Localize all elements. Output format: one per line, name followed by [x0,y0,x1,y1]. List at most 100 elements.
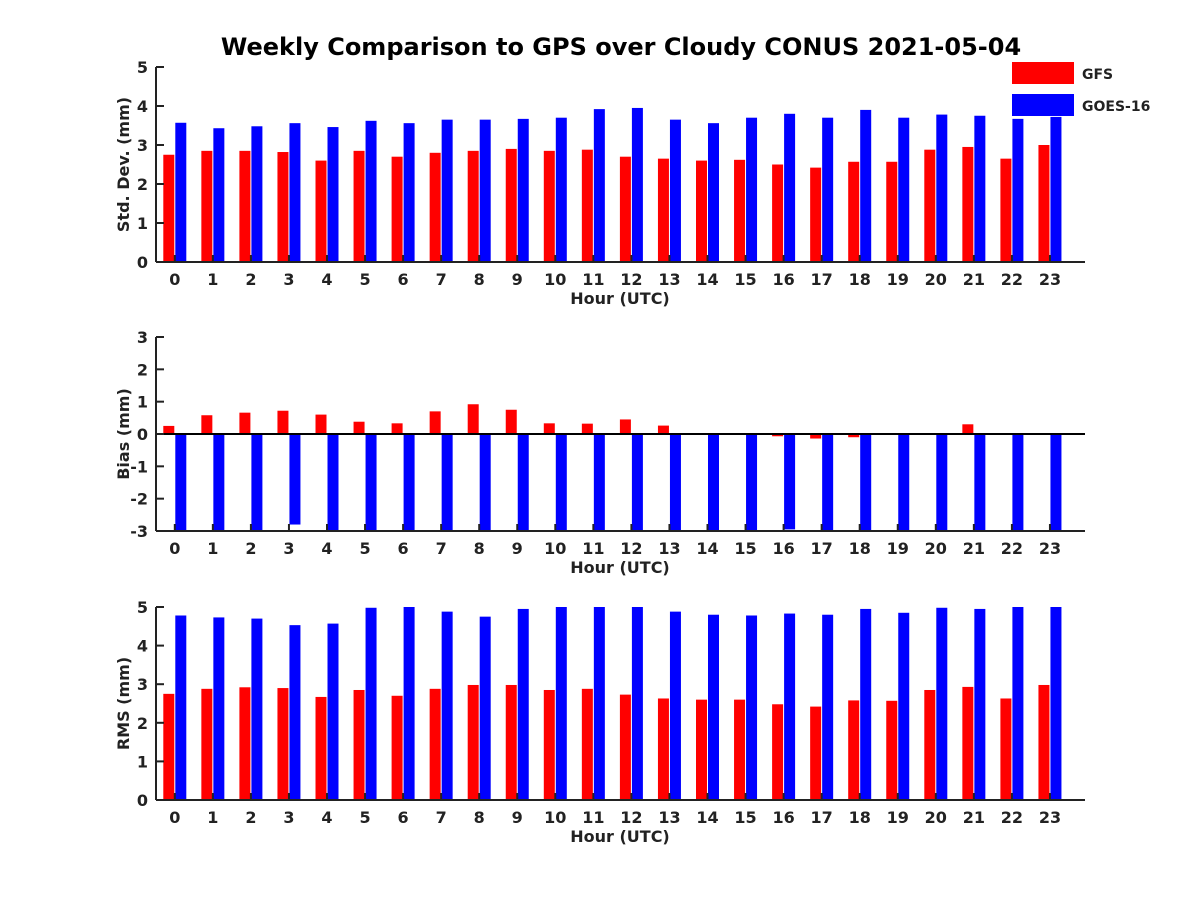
bias-bar-gfs-18 [848,434,860,438]
bias-bar-gfs-16 [772,434,784,437]
bias-ytick-label: 2 [137,360,148,379]
rms-bar-gfs-21 [962,686,974,800]
bias-ytick-label: -3 [130,522,148,541]
rms-xtick-label: 14 [696,808,718,827]
bias-bar-gfs-10 [543,423,555,434]
std-dev-bar-goes16-2 [251,126,263,262]
std-dev-xtick-label: 5 [359,270,370,289]
bias-bar-gfs-12 [619,419,631,434]
rms-xtick-label: 22 [1001,808,1023,827]
rms-bar-gfs-0 [163,693,175,800]
rms-ytick-label: 2 [137,714,148,733]
std-dev-bar-goes16-0 [175,122,187,263]
rms-xtick-label: 7 [436,808,447,827]
rms-bar-gfs-12 [619,694,631,800]
std-dev-xtick-label: 8 [474,270,485,289]
std-dev-bar-gfs-4 [315,160,327,262]
rms-bar-goes16-13 [669,611,681,800]
std-dev-bar-goes16-10 [555,117,567,262]
rms-bar-goes16-23 [1050,607,1062,800]
rms-ytick-label: 5 [137,598,148,617]
bias-xtick-label: 7 [436,539,447,558]
rms-bar-gfs-5 [353,689,365,800]
bias-xtick-label: 19 [887,539,909,558]
std-dev-ytick-label: 2 [137,175,148,194]
std-dev-xtick-label: 10 [544,270,566,289]
bias-bar-gfs-3 [277,410,289,434]
rms-bar-goes16-15 [746,615,758,800]
rms-x-axis-label: Hour (UTC) [570,827,670,846]
legend-swatch-gfs [1012,62,1074,84]
std-dev-xtick-label: 14 [696,270,718,289]
rms-bar-goes16-3 [289,625,301,800]
std-dev-bar-goes16-12 [631,107,643,262]
std-dev-bar-gfs-7 [429,152,441,262]
std-dev-bar-gfs-10 [543,150,555,262]
std-dev-bar-gfs-14 [696,160,707,262]
std-dev-bar-gfs-18 [848,161,860,262]
rms-bar-gfs-22 [1000,698,1012,800]
std-dev-bar-goes16-20 [936,114,948,262]
std-dev-xtick-label: 20 [925,270,947,289]
std-dev-xtick-label: 18 [849,270,871,289]
std-dev-xtick-label: 15 [734,270,756,289]
bias-y-axis-label: Bias (mm) [114,388,133,480]
bias-bar-gfs-1 [201,415,213,434]
rms-bar-goes16-18 [860,608,872,800]
std-dev-bar-gfs-5 [353,150,365,262]
rms-ytick-label: 3 [137,675,148,694]
bias-bar-goes16-8 [479,434,491,531]
std-dev-bar-gfs-20 [924,149,936,262]
std-dev-xtick-label: 3 [283,270,294,289]
bias-xtick-label: 16 [772,539,794,558]
rms-bar-gfs-1 [201,688,213,800]
rms-ytick-label: 4 [137,637,148,656]
rms-xtick-label: 13 [658,808,680,827]
std-dev-xtick-label: 4 [321,270,332,289]
rms-bar-gfs-9 [505,684,517,800]
bias-bar-gfs-8 [467,404,479,434]
std-dev-xtick-label: 0 [169,270,180,289]
rms-bar-goes16-4 [327,623,339,800]
rms-bar-goes16-0 [175,615,187,800]
bias-ytick-label: 0 [137,425,148,444]
std-dev-bar-goes16-9 [517,118,529,263]
rms-xtick-label: 10 [544,808,566,827]
bias-x-axis-label: Hour (UTC) [570,558,670,577]
std-dev-xtick-label: 9 [512,270,523,289]
legend-label-gfs: GFS [1082,67,1113,83]
rms-bar-goes16-21 [974,608,986,800]
std-dev-bar-gfs-8 [467,150,479,262]
bias-xtick-label: 22 [1001,539,1023,558]
bias-bar-goes16-22 [1012,434,1024,531]
rms-xtick-label: 19 [887,808,909,827]
std-dev-xtick-label: 6 [398,270,409,289]
bias-ytick-label: 3 [137,328,148,347]
rms-bar-gfs-6 [391,695,403,800]
bias-bar-goes16-16 [784,434,796,530]
bias-bar-gfs-9 [505,409,517,434]
std-dev-xtick-label: 1 [207,270,218,289]
rms-ytick-label: 1 [137,752,148,771]
rms-bar-goes16-16 [784,613,796,800]
rms-bar-gfs-7 [429,688,441,800]
bias-xtick-label: 15 [734,539,756,558]
bias-xtick-label: 2 [245,539,256,558]
std-dev-ytick-label: 4 [137,97,148,116]
std-dev-bar-goes16-6 [403,123,415,262]
std-dev-bar-goes16-19 [898,117,910,262]
std-dev-xtick-label: 23 [1039,270,1061,289]
std-dev-ytick-label: 0 [137,253,148,272]
bias-bar-gfs-4 [315,414,327,434]
bias-xtick-label: 6 [398,539,409,558]
bias-bar-gfs-11 [581,423,593,434]
bias-bar-gfs-17 [810,434,822,439]
std-dev-ytick-label: 5 [137,58,148,77]
rms-xtick-label: 9 [512,808,523,827]
std-dev-bar-gfs-17 [810,167,822,262]
std-dev-bar-gfs-21 [962,146,974,262]
std-dev-xtick-label: 13 [658,270,680,289]
